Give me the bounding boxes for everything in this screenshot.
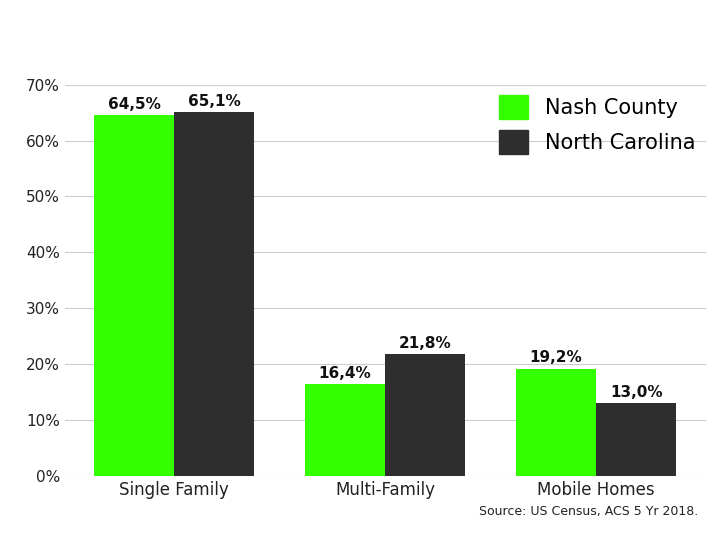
- Bar: [305, 384, 385, 476]
- Text: Source: US Census, ACS 5 Yr 2018.: Source: US Census, ACS 5 Yr 2018.: [479, 505, 698, 518]
- Text: 65,1%: 65,1%: [188, 94, 240, 109]
- Bar: [596, 403, 677, 476]
- Bar: [516, 368, 596, 476]
- Text: 19,2%: 19,2%: [530, 350, 582, 365]
- Bar: [385, 354, 465, 476]
- Legend: Nash County, North Carolina: Nash County, North Carolina: [499, 95, 696, 154]
- Text: 16,4%: 16,4%: [319, 366, 372, 381]
- Text: 21,8%: 21,8%: [399, 336, 451, 350]
- Bar: [94, 116, 174, 476]
- Text: Nash County Housing Type 2018: Nash County Housing Type 2018: [32, 22, 688, 56]
- Text: 64,5%: 64,5%: [107, 97, 161, 112]
- Text: 13,0%: 13,0%: [610, 385, 662, 400]
- Bar: [174, 112, 254, 476]
